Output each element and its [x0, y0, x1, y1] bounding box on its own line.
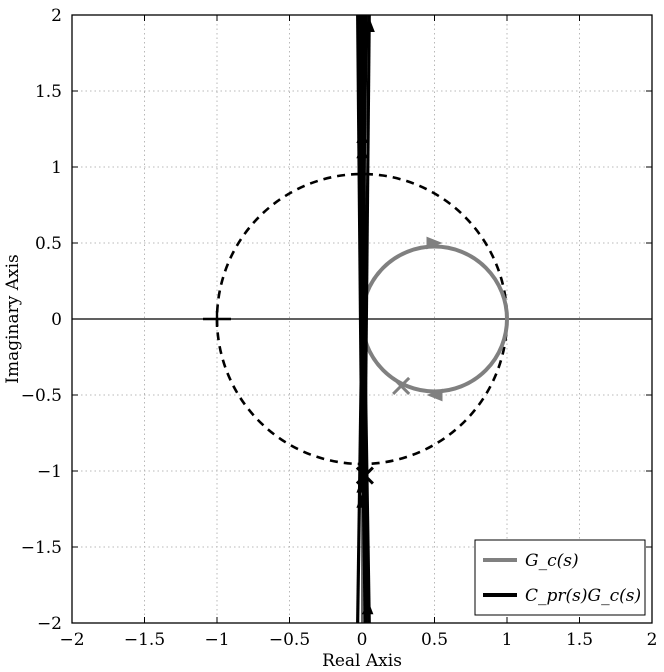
legend: G_c(s) C_pr(s)G_c(s)	[474, 539, 646, 616]
gc-direction-arrow	[426, 236, 443, 250]
y-tick-label: 2	[51, 6, 62, 26]
y-tick-label: 1	[51, 158, 62, 178]
cpr-gc-direction-arrow	[362, 599, 374, 615]
gc-direction-arrow	[426, 388, 443, 402]
y-tick-label: −1	[37, 462, 62, 482]
cpr-gc-curve	[360, 166, 371, 624]
x-tick-label: 0	[357, 630, 368, 650]
cpr-gc-direction-arrow	[363, 17, 375, 33]
legend-box	[474, 539, 646, 616]
x-tick-label: −1	[204, 630, 229, 650]
y-tick-label: −1.5	[21, 538, 62, 558]
x-tick-label: 1.5	[566, 630, 593, 650]
gc-cross-marker	[392, 376, 411, 395]
cpr-gc-cross-marker	[355, 466, 374, 485]
y-tick-label: 1.5	[35, 82, 62, 102]
cpr-gc-curve	[356, 14, 368, 624]
cpr-gc-direction-arrow	[356, 128, 368, 143]
y-axis-label: Imaginary Axis	[3, 254, 23, 384]
cpr-gc-direction-arrow	[356, 493, 368, 508]
cpr-gc-direction-arrow	[356, 143, 368, 159]
tick-labels: −2 −1.5 −1 −0.5 0 0.5 1 1.5 2 −2 −1.5 −1 −0.5 0 0.5 1 1.…	[21, 6, 658, 650]
x-axis-label: Real Axis	[322, 651, 402, 671]
y-tick-label: −2	[37, 614, 62, 634]
x-tick-label: −0.5	[269, 630, 310, 650]
y-tick-label: 0.5	[35, 234, 62, 254]
legend-label-cpr-gc: C_pr(s)G_c(s)	[525, 586, 641, 606]
x-tick-label: 2	[647, 630, 658, 650]
y-tick-label: −0.5	[21, 386, 62, 406]
legend-label-gc: G_c(s)	[525, 551, 579, 571]
data-series	[203, 14, 509, 624]
cpr-gc-direction-arrow	[356, 478, 368, 493]
y-tick-label: 0	[51, 310, 62, 330]
x-tick-label: 1	[502, 630, 513, 650]
x-tick-label: 0.5	[421, 630, 448, 650]
x-tick-label: −1.5	[124, 630, 165, 650]
x-tick-label: −2	[59, 630, 84, 650]
